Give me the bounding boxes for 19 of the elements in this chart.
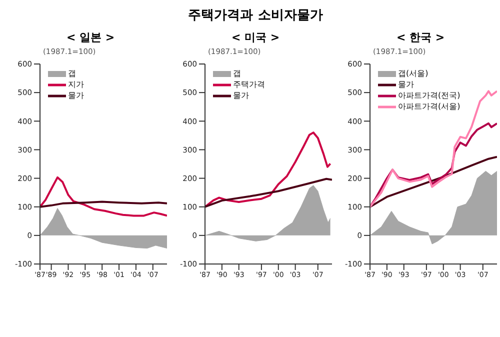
legend-label: 아파트가격(전국): [398, 90, 460, 101]
line-series: [370, 90, 497, 208]
chart-title: 주택가격과 소비자물가: [187, 7, 324, 24]
legend-label: 갭: [233, 68, 241, 79]
chart-subtitle: < 한국 >: [395, 30, 446, 45]
chart-subtitle: < 미국 >: [230, 30, 281, 45]
legend-label: 물가: [233, 90, 249, 101]
legend-label: 갭(서울): [398, 68, 428, 79]
chart-subtitle: < 일본 >: [65, 30, 116, 45]
line-series: [40, 176, 167, 217]
legend-label: 주택가격: [233, 79, 265, 90]
line-series: [370, 156, 497, 208]
legend-label: 갭: [68, 68, 76, 79]
legend-label: 지가: [68, 79, 84, 90]
legend-label: 아파트가격(서울): [398, 101, 460, 112]
line-series: [205, 132, 332, 208]
line-series: [205, 178, 332, 208]
legend-label: 물가: [398, 79, 414, 90]
legend-label: 물가: [68, 90, 84, 101]
